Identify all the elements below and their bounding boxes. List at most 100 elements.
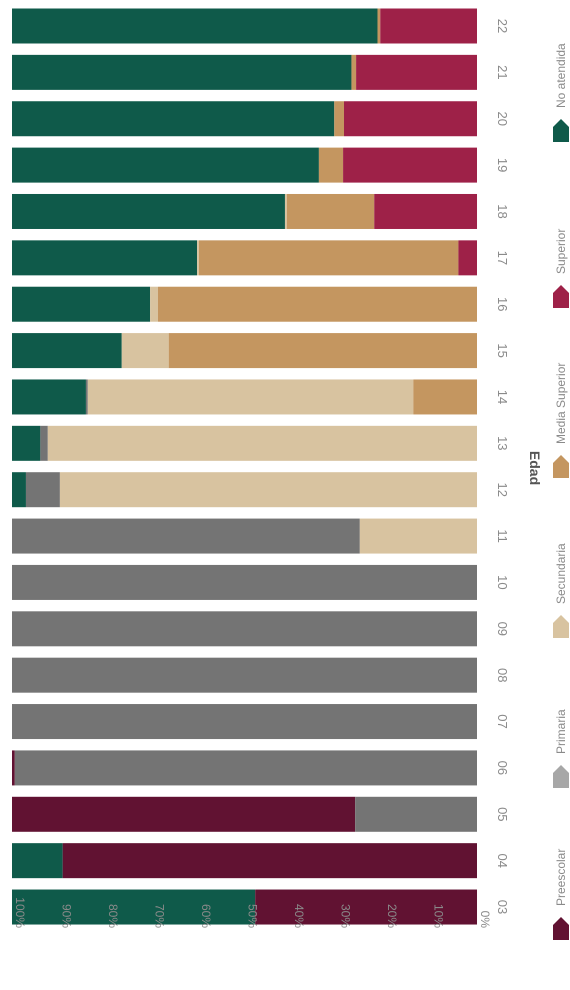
x-tick-label: 30% [339,904,353,928]
age-label-17: 17 [495,251,510,265]
age-label-07: 07 [495,714,510,728]
bar-17-superior [458,240,477,276]
bar-18-media-superior [286,193,375,229]
legend-swatch-icon [553,285,569,308]
y-axis-title: Edad [527,451,543,485]
bar-19-media-superior [318,147,344,183]
x-tick-label: 90% [60,904,74,928]
x-tick-label: 40% [292,904,306,928]
legend-item-superior: Superior [553,229,569,308]
bar-21-media-superior [351,54,357,90]
bar-03-preescolar [255,889,478,925]
bar-14-primaria [85,379,88,415]
age-label-14: 14 [495,390,510,404]
x-axis-ticks: 100% 90% 80% 70% 60% 50% 40% 30% 20% 10% 0% [13,897,492,928]
bar-11-secundaria [359,518,477,554]
x-tick-label: 70% [153,904,167,928]
bar-17-media-superior [198,240,459,276]
x-tick-label: 50% [246,904,260,928]
age-label-12: 12 [495,482,510,496]
legend-swatch-icon [553,119,569,142]
bar-16-secundaria [150,286,159,322]
legend-label: Media Superior [554,363,568,444]
age-label-05: 05 [495,807,510,821]
legend-item-no-atendida: No atendida [553,43,569,142]
bar-05-primaria [355,796,477,832]
age-label-15: 15 [495,343,510,357]
x-tick-label: 80% [106,904,120,928]
bar-22-media-superior [377,8,381,44]
bar-17-secundaria [197,240,199,276]
bar-20-superior [344,101,477,137]
legend-swatch-icon [553,455,569,478]
age-label-18: 18 [495,204,510,218]
bar-15-no-atendida [12,333,122,369]
x-tick-label: 0% [478,911,492,929]
bar-06-primaria [14,750,477,786]
bar-04-preescolar [62,843,477,879]
bar-07-primaria [12,704,477,740]
legend-swatch-icon [553,615,569,638]
legend-item-primaria: Primaria [553,709,569,788]
age-label-21: 21 [495,65,510,79]
age-label-09: 09 [495,622,510,636]
age-label-10: 10 [495,575,510,589]
x-tick-label: 20% [385,904,399,928]
bar-06-preescolar [12,750,15,786]
bar-18-secundaria [284,193,287,229]
bar-22-superior [380,8,477,44]
age-label-13: 13 [495,436,510,450]
x-tick-label: 10% [432,904,446,928]
age-label-20: 20 [495,111,510,125]
bar-20-no-atendida [12,101,335,137]
bar-16-no-atendida [12,286,151,322]
bar-19-superior [343,147,477,183]
bar-17-no-atendida [12,240,198,276]
bar-15-secundaria [121,333,169,369]
legend-swatch-icon [553,917,569,940]
x-tick-label: 60% [199,904,213,928]
age-label-08: 08 [495,668,510,682]
age-label-06: 06 [495,761,510,775]
bar-08-primaria [12,657,477,693]
legend-swatch-icon [553,765,569,788]
bar-14-media-superior [413,379,477,415]
age-label-22: 22 [495,19,510,33]
bar-03-no-atendida [12,889,256,925]
age-category-labels: 22 21 20 19 18 17 16 15 14 13 12 11 10 09 08 07 06 05 04 03 [495,19,510,914]
legend-label: Secundaria [554,543,568,604]
bar-13-primaria [40,425,48,461]
bar-18-superior [374,193,478,229]
bar-20-media-superior [334,101,345,137]
bar-13-no-atendida [12,425,41,461]
bar-21-no-atendida [12,54,352,90]
bar-22-no-atendida [12,8,378,44]
age-label-11: 11 [495,529,510,543]
bar-15-media-superior [168,333,477,369]
age-label-04: 04 [495,853,510,867]
bar-12-primaria [25,472,60,508]
bar-14-secundaria [87,379,414,415]
legend-label: Superior [554,229,568,274]
bar-09-primaria [12,611,477,647]
bar-19-no-atendida [12,147,319,183]
bar-04-no-atendida [12,843,63,879]
legend-label: Preescolar [554,849,568,906]
x-tick-label: 100% [13,897,27,928]
legend-item-media-superior: Media Superior [553,363,569,478]
bar-12-no-atendida [12,472,26,508]
bar-05-preescolar [12,796,356,832]
bar-10-primaria [12,564,477,600]
bar-13-secundaria [47,425,477,461]
legend-item-secundaria: Secundaria [553,543,569,638]
bar-11-primaria [12,518,360,554]
legend-item-preescolar: Preescolar [553,849,569,940]
bar-21-superior [356,54,477,90]
bar-18-no-atendida [12,193,285,229]
age-label-19: 19 [495,158,510,172]
age-label-03: 03 [495,900,510,914]
bar-12-secundaria [59,472,478,508]
bar-14-no-atendida [12,379,86,415]
bar-16-media-superior [158,286,477,322]
